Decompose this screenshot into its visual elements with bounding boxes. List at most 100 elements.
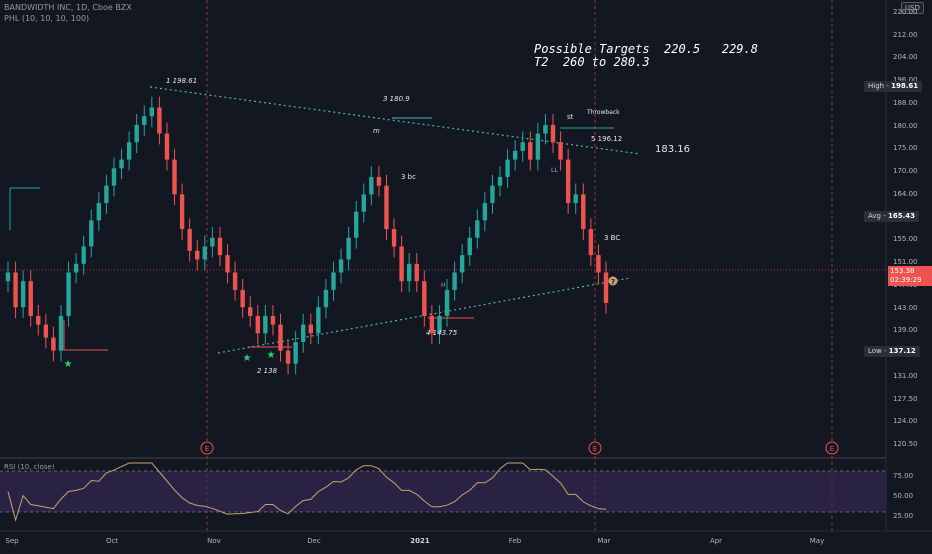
m-label[interactable]: m [373,127,380,135]
low-tag: Low - 137.12 [864,346,920,357]
candle-body [437,315,442,334]
candle-body [558,142,563,160]
price-axis-tick: 180.00 [893,121,918,130]
low-tag-label: Low [868,347,882,355]
time-axis-tick: 2021 [410,537,430,545]
question-marker-icon[interactable] [608,276,618,286]
question-mark: ? [611,278,615,286]
price-axis-tick: 151.00 [893,258,918,267]
candle-body [429,315,435,334]
rsi-level-25: 25.00 [893,512,914,520]
candle-body [89,220,94,247]
symbol-title[interactable]: BANDWIDTH INC, 1D, Cboe BZX [4,3,132,12]
level-183-label[interactable]: 183.16 [655,144,690,155]
candle-body [459,255,465,273]
candle-body [573,194,578,204]
targets-line-2: T2 260 to 280.3 [534,55,650,69]
earnings-badge-nov[interactable]: E [200,441,214,455]
candle-body [331,272,336,290]
candle-body [596,255,601,273]
targets-annotation[interactable]: Possible Targets 220.5 229.8 T2 260 to 2… [534,43,758,69]
currency-button[interactable]: USD [901,2,924,14]
candle-body [195,250,200,260]
candle-body [361,194,366,212]
candle-body [535,133,541,160]
e-label[interactable]: e [234,281,238,288]
earnings-badge-may[interactable]: E [825,441,839,455]
candle-body [603,272,609,303]
ll-label[interactable]: LL [551,167,558,174]
rsi-band [0,471,886,512]
candle-body [543,124,548,134]
candle-body [338,259,344,273]
candle-body [104,185,109,204]
candle-body [293,341,298,364]
star-icon: ★ [267,350,276,361]
price-axis-tick: 212.00 [893,30,918,39]
candlestick-series [5,96,609,375]
candle-body [354,211,359,238]
time-axis-tick: Mar [597,537,611,545]
wave-3-label[interactable]: 3 180.9 [383,95,410,103]
rsi-line [7,462,607,522]
rsi-level-75: 75.00 [893,472,914,480]
candle-body [13,272,18,308]
last-price-value: 153.38 [890,267,915,275]
candle-body [232,272,238,290]
earnings-icon: E [205,445,209,453]
candle-body [588,229,594,256]
candle-body [36,315,41,325]
candle-body [528,142,533,160]
candle-body [270,315,276,325]
bar-countdown: 02:39:29 [890,276,922,284]
time-axis-tick: May [809,537,825,545]
price-axis-tick: 139.00 [893,326,918,335]
star-icon: ★ [243,353,252,364]
candle-body [255,315,260,334]
candle-body [520,142,525,151]
earnings-badge-mar[interactable]: E [588,441,602,455]
candle-body [210,237,215,247]
candle-body [51,337,56,351]
wave-1-label[interactable]: 1 198.61 [166,77,198,85]
high-tag-value: 198.61 [891,82,919,90]
bc-label-2[interactable]: 3 BC [604,234,621,242]
earnings-icon: E [593,445,597,453]
candle-body [58,315,64,351]
indicator-title[interactable]: PHL (10, 10, 10, 100) [4,14,90,23]
candle-body [164,133,170,160]
candle-body [111,168,117,186]
wave-4-label[interactable]: 4 143.75 [426,329,458,337]
candle-body [248,307,253,316]
candle-body [482,203,488,221]
wave-2-label[interactable]: 2 138 [257,367,278,375]
candle-body [422,281,427,316]
throwback-label[interactable]: Throwback [587,109,620,116]
candle-body [467,237,472,256]
candle-body [119,159,124,169]
bc-label-1[interactable]: 3 bc [401,173,416,181]
price-axis-tick: 175.00 [893,144,918,153]
st-label[interactable]: st [567,113,574,121]
rsi-title[interactable]: RSI (10, close) [4,463,55,471]
candle-body [142,116,147,125]
candle-body [285,350,291,364]
candle-body [179,194,185,230]
low-tag-value: 137.12 [888,347,916,355]
candle-body [490,185,495,204]
price-axis-tick: 127.50 [893,394,918,403]
price-axis-tick: 124.00 [893,417,918,426]
candle-body [187,229,192,251]
time-axis-tick: Dec [307,537,321,545]
candle-body [73,263,79,273]
h-label[interactable]: H [441,282,446,289]
candle-body [369,176,374,195]
price-axis-tick: 170.00 [893,167,918,176]
candle-body [316,307,321,334]
candle-body [581,194,586,230]
high-tag-label: High [868,82,885,90]
wave-5-label[interactable]: 5 196.12 [591,135,623,143]
price-axis-tick: 120.50 [893,440,918,448]
